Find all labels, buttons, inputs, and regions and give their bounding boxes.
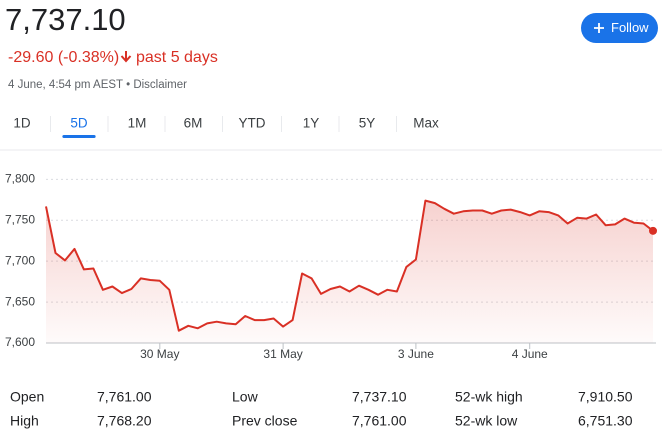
y-tick-label: 7,600 <box>5 335 35 349</box>
price: 7,737.10 <box>5 2 126 37</box>
stat-label: 52-wk low <box>455 413 518 429</box>
stat-label: 52-wk high <box>455 389 523 405</box>
area <box>46 200 653 343</box>
timestamp: 4 June, 4:54 pm AEST <box>8 79 123 91</box>
stat-value: 6,751.30 <box>578 413 633 429</box>
change: -29.60 (-0.38%) <box>8 49 119 66</box>
stat-label: Open <box>10 389 44 405</box>
last-point <box>649 226 657 235</box>
follow-label[interactable]: Follow <box>611 20 649 35</box>
price-line <box>45 199 654 332</box>
follow-button[interactable]: Follow <box>581 13 658 43</box>
plus-icon <box>594 23 604 33</box>
period: past 5 days <box>136 49 218 66</box>
x-tick-label: 3 June <box>398 347 434 361</box>
separator: • <box>126 79 130 91</box>
stat-label: Low <box>232 389 259 405</box>
tab[interactable]: 6M <box>184 116 203 131</box>
tab[interactable]: Max <box>413 116 439 131</box>
active-tab-indicator <box>62 135 96 138</box>
tab[interactable]: 5D <box>70 116 88 131</box>
x-tick-label: 30 May <box>140 347 179 361</box>
down-arrow <box>120 51 132 63</box>
tab[interactable]: 1D <box>13 116 31 131</box>
follow-bg[interactable] <box>581 13 658 43</box>
tab[interactable]: 1M <box>128 116 147 131</box>
tab[interactable]: YTD <box>239 116 266 131</box>
x-tick-label: 4 June <box>512 347 548 361</box>
tab[interactable]: 5Y <box>359 116 376 131</box>
stat-label: Prev close <box>232 413 298 429</box>
stat-value: 7,768.20 <box>97 413 152 429</box>
disclaimer[interactable]: Disclaimer <box>133 79 187 91</box>
x-tick-label: 31 May <box>263 347 302 361</box>
y-tick-label: 7,700 <box>5 253 35 267</box>
stat-value: 7,761.00 <box>352 413 407 429</box>
y-tick-label: 7,800 <box>5 172 35 186</box>
stat-value: 7,737.10 <box>352 389 407 405</box>
y-tick-label: 7,750 <box>5 212 35 226</box>
stat-value: 7,910.50 <box>578 389 633 405</box>
stat-value: 7,761.00 <box>97 389 152 405</box>
stat-label: High <box>10 413 39 429</box>
tab[interactable]: 1Y <box>303 116 320 131</box>
timestamp-line: 4 June, 4:54 pm AEST • Disclaimer <box>8 79 187 91</box>
y-tick-label: 7,650 <box>5 294 35 308</box>
